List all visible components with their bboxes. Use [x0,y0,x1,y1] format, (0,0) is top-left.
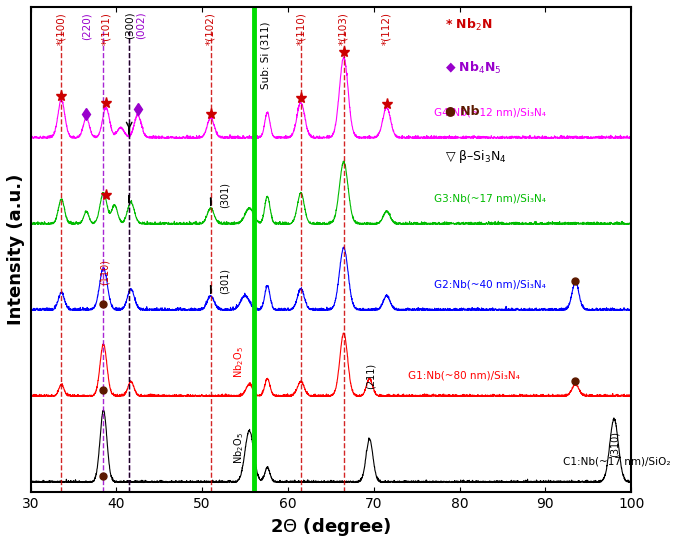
Text: *(102): *(102) [206,12,216,45]
Text: ● Nb: ● Nb [445,104,479,117]
Text: *(110): *(110) [296,12,306,45]
Y-axis label: Intensity (a.u.): Intensity (a.u.) [7,174,25,325]
Text: *(103): *(103) [339,12,349,45]
Text: G1:Nb(~80 nm)/Si₃N₄: G1:Nb(~80 nm)/Si₃N₄ [408,371,520,380]
Text: (300): (300) [124,12,134,39]
Text: (301): (301) [219,268,229,294]
Text: (110): (110) [100,259,110,285]
Text: G2:Nb(~40 nm)/Si₃N₄: G2:Nb(~40 nm)/Si₃N₄ [434,280,546,290]
Text: (310): (310) [610,432,620,457]
Text: G4:Nb(~12 nm)/Si₃N₄: G4:Nb(~12 nm)/Si₃N₄ [434,108,546,118]
Text: G3:Nb(~17 nm)/Si₃N₄: G3:Nb(~17 nm)/Si₃N₄ [434,193,546,204]
Text: (301): (301) [219,182,229,208]
X-axis label: 2$\Theta$ (degree): 2$\Theta$ (degree) [271,516,391,538]
Text: ▽ β–Si$_3$N$_4$: ▽ β–Si$_3$N$_4$ [445,148,507,165]
Text: Nb$_2$O$_5$: Nb$_2$O$_5$ [232,346,246,378]
Text: *(100): *(100) [56,12,66,45]
Text: (002): (002) [136,12,145,39]
Text: C1:Nb(~17 nm)/SiO₂: C1:Nb(~17 nm)/SiO₂ [562,457,670,467]
Text: (211): (211) [365,364,375,390]
Text: * Nb$_2$N: * Nb$_2$N [445,17,493,33]
Text: ◆ Nb$_4$N$_5$: ◆ Nb$_4$N$_5$ [445,60,502,76]
Text: Nb$_2$O$_5$: Nb$_2$O$_5$ [232,432,246,464]
Text: *(112): *(112) [382,12,392,45]
Text: Sub: Si (311): Sub: Si (311) [260,21,271,89]
Text: (220): (220) [82,12,91,40]
Text: *(101): *(101) [101,12,111,45]
